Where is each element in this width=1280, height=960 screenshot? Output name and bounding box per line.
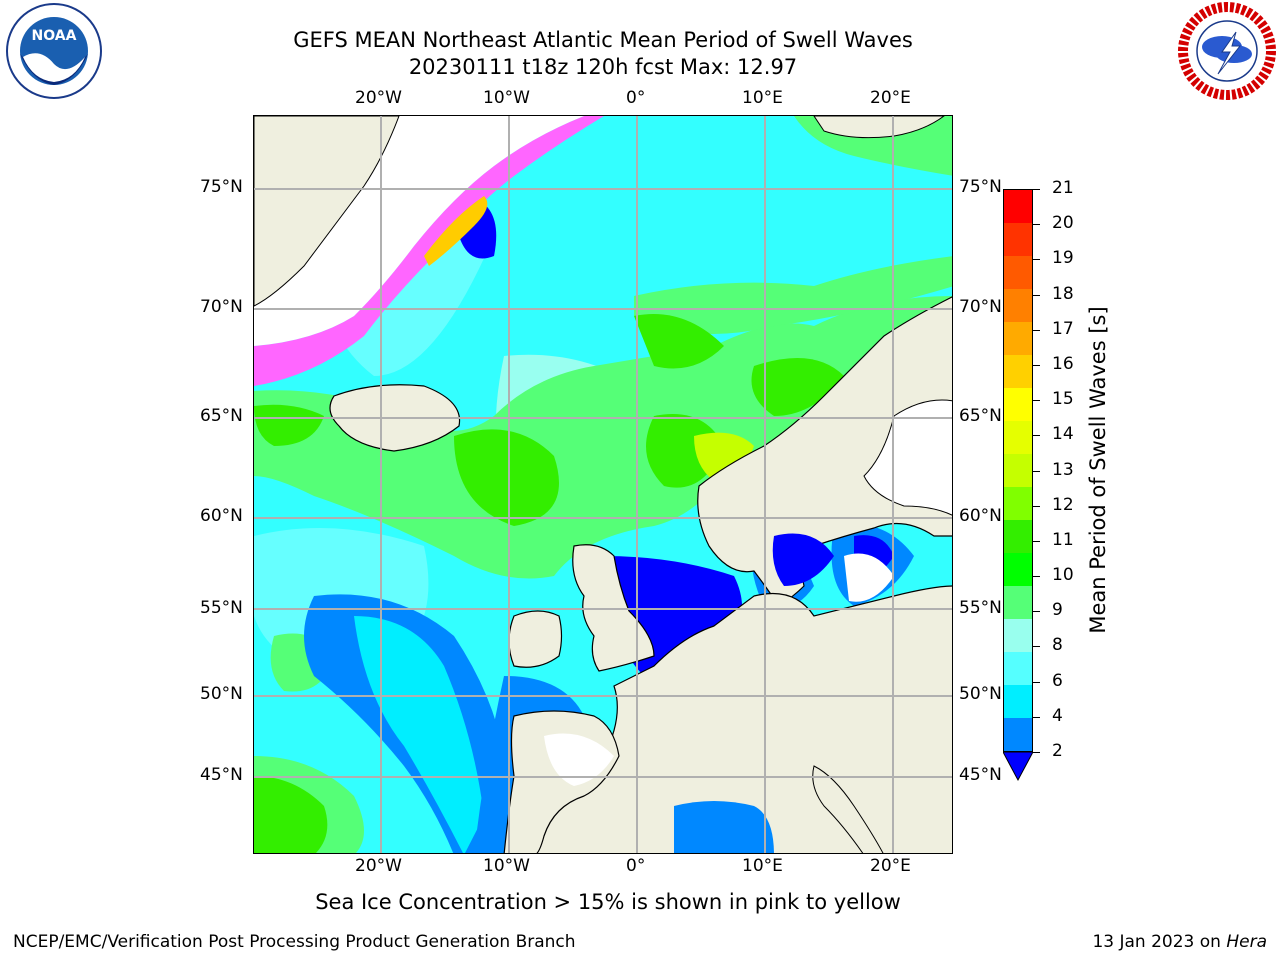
colorbar-swatch (1004, 553, 1032, 586)
lat-label-right: 70°N (959, 297, 1002, 317)
colorbar-tick-label: 4 (1052, 706, 1063, 726)
colorbar-ticks (1033, 189, 1040, 753)
lat-label-left: 65°N (200, 406, 243, 426)
chart-title: GEFS MEAN Northeast Atlantic Mean Period… (293, 28, 913, 52)
colorbar-tick-label: 16 (1052, 354, 1074, 374)
colorbar-tick-label: 11 (1052, 530, 1074, 550)
lon-label-bottom: 10°E (742, 856, 783, 876)
colorbar-swatch (1004, 586, 1032, 619)
colorbar-tick-label: 15 (1052, 389, 1074, 409)
colorbar-swatch (1004, 322, 1032, 355)
colorbar-swatch (1004, 520, 1032, 553)
great-britain (572, 544, 655, 672)
colorbar-swatch (1004, 223, 1032, 256)
colorbar-tick-label: 10 (1052, 565, 1074, 585)
footer-date: 13 Jan 2023 on Hera (1092, 932, 1267, 952)
graticule (254, 116, 952, 853)
ireland (508, 610, 563, 668)
colorbar-swatch (1004, 685, 1032, 718)
colorbar-tick-label: 8 (1052, 635, 1063, 655)
lat-label-left: 50°N (200, 684, 243, 704)
colorbar-tick-label: 20 (1052, 213, 1074, 233)
colorbar-tick-label: 21 (1052, 178, 1074, 198)
national-weather-service-logo (1178, 2, 1276, 104)
lat-label-left: 70°N (200, 297, 243, 317)
sea-ice-caption: Sea Ice Concentration > 15% is shown in … (315, 890, 901, 914)
colorbar-tick-label: 14 (1052, 424, 1074, 444)
lat-label-right: 45°N (959, 765, 1002, 785)
colorbar-tick-label: 6 (1052, 671, 1063, 691)
colorbar-swatch (1004, 421, 1032, 454)
colorbar-swatch (1004, 718, 1032, 751)
colorbar (1003, 189, 1033, 752)
colorbar-tick-label: 19 (1052, 248, 1074, 268)
lat-label-right: 65°N (959, 406, 1002, 426)
colorbar-tick-label: 17 (1052, 319, 1074, 339)
colorbar-swatch (1004, 388, 1032, 421)
lon-label-bottom: 10°W (483, 856, 530, 876)
lat-label-left: 55°N (200, 598, 243, 618)
lon-label-top: 10°W (483, 88, 530, 108)
colorbar-tick-label: 9 (1052, 600, 1063, 620)
colorbar-swatch (1004, 619, 1032, 652)
colorbar-swatch (1004, 652, 1032, 685)
noaa-logo-text: NOAA (32, 28, 77, 44)
chart-subtitle: 20230111 t18z 120h fcst Max: 12.97 (408, 55, 798, 79)
lat-label-right: 75°N (959, 177, 1002, 197)
footer-machine: Hera (1226, 932, 1267, 952)
lon-label-top: 20°E (870, 88, 911, 108)
lat-label-right: 60°N (959, 506, 1002, 526)
colorbar-extend-triangle (1003, 752, 1033, 782)
footer-date-text: 13 Jan 2023 on (1092, 932, 1227, 952)
colorbar-swatch (1004, 355, 1032, 388)
colorbar-tick-label: 12 (1052, 495, 1074, 515)
colorbar-swatch (1004, 289, 1032, 322)
lon-label-bottom: 20°W (355, 856, 402, 876)
lat-label-right: 50°N (959, 684, 1002, 704)
footer-credit: NCEP/EMC/Verification Post Processing Pr… (13, 932, 576, 952)
colorbar-tick-label: 13 (1052, 460, 1074, 480)
colorbar-swatch (1004, 190, 1032, 223)
noaa-logo: NOAA (5, 2, 103, 104)
lon-label-top: 10°E (742, 88, 783, 108)
lon-label-bottom: 20°E (870, 856, 911, 876)
scandinavia (697, 296, 952, 607)
colorbar-swatch (1004, 487, 1032, 520)
colorbar-swatch (1004, 256, 1032, 289)
colorbar-tick-label: 2 (1052, 741, 1063, 761)
lat-label-left: 45°N (200, 765, 243, 785)
lon-label-top: 0° (626, 88, 646, 108)
map-panel (253, 115, 953, 854)
colorbar-swatch (1004, 454, 1032, 487)
colorbar-label: Mean Period of Swell Waves [s] (1086, 306, 1110, 634)
colorbar-tick-label: 18 (1052, 284, 1074, 304)
lat-label-left: 60°N (200, 506, 243, 526)
lon-label-top: 20°W (355, 88, 402, 108)
lon-label-bottom: 0° (626, 856, 646, 876)
lat-label-left: 75°N (200, 177, 243, 197)
lat-label-right: 55°N (959, 598, 1002, 618)
